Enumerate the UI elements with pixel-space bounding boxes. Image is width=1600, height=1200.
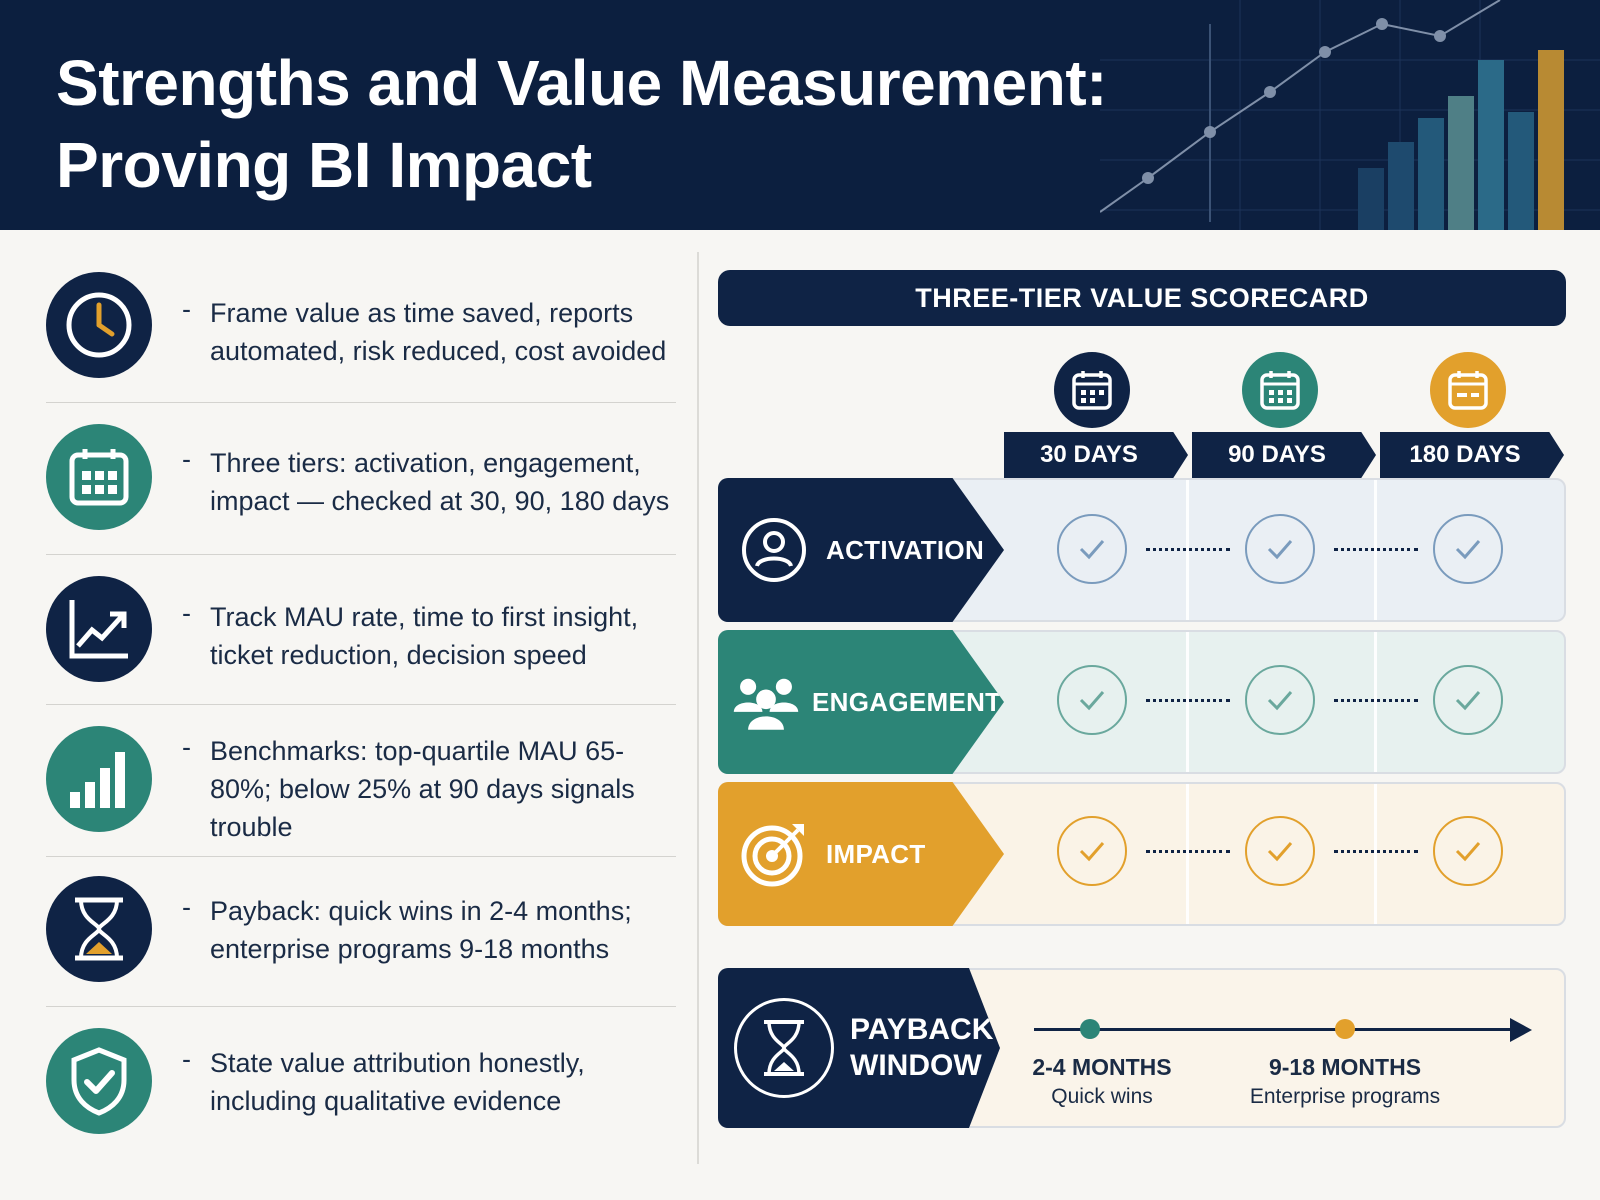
check-icon: [1433, 514, 1503, 584]
check-icon: [1057, 514, 1127, 584]
column-header-90-days: 90 DAYS: [1192, 432, 1376, 478]
row-label-text: ENGAGEMENT: [812, 686, 1002, 717]
bullet-dash: -: [182, 294, 191, 324]
divider: [46, 554, 676, 555]
clock-icon: [46, 272, 152, 378]
payback-title-line-2: WINDOW: [850, 1049, 982, 1082]
page-title-line-1: Strengths and Value Measurement:: [56, 47, 1107, 119]
check-icon: [1057, 665, 1127, 735]
trend-chart-icon: [46, 576, 152, 682]
user-icon: [740, 516, 808, 584]
divider: [46, 402, 676, 403]
dotted-connector: [1334, 850, 1418, 853]
row-label-impact: IMPACT: [718, 782, 1004, 926]
bullet-dash: -: [182, 444, 191, 474]
dotted-connector: [1334, 548, 1418, 551]
dotted-connector: [1146, 850, 1230, 853]
row-label-activation: ACTIVATION: [718, 478, 1004, 622]
shield-check-icon: [46, 1028, 152, 1134]
dotted-connector: [1146, 699, 1230, 702]
group-icon: [732, 668, 800, 736]
check-icon: [1245, 514, 1315, 584]
cell-divider: [1374, 784, 1377, 924]
check-icon: [1057, 816, 1127, 886]
calendar-icon: [1054, 352, 1130, 428]
check-icon: [1245, 816, 1315, 886]
page-title-line-2: Proving BI Impact: [56, 129, 592, 201]
calendar-grid-icon: [46, 424, 152, 530]
cell-divider: [1186, 632, 1189, 772]
scorecard-title: THREE-TIER VALUE SCORECARD: [718, 270, 1566, 326]
decorative-growth-chart: [1100, 0, 1600, 230]
divider: [46, 704, 676, 705]
bullet-text: Payback: quick wins in 2-4 months; enter…: [210, 896, 632, 964]
page-title: Strengths and Value Measurement: Proving…: [56, 42, 1107, 206]
bar-chart-icon: [46, 726, 152, 832]
bullet-dash: -: [182, 732, 191, 762]
bullet-dash: -: [182, 892, 191, 922]
dotted-connector: [1334, 699, 1418, 702]
timeline-arrow-icon: [1510, 1018, 1532, 1042]
calendar-icon: [1430, 352, 1506, 428]
column-header-180-days: 180 DAYS: [1380, 432, 1564, 478]
row-label-text: IMPACT: [826, 838, 926, 869]
row-label-text: ACTIVATION: [826, 534, 985, 565]
check-icon: [1433, 665, 1503, 735]
timeline-marker-enterprise: [1335, 1019, 1355, 1039]
bullet-text: Track MAU rate, time to first insight, t…: [210, 602, 639, 670]
milestone-caption: Enterprise programs: [1249, 1085, 1441, 1108]
bullet-text: Frame value as time saved, reports autom…: [210, 298, 667, 366]
bullet-text: Benchmarks: top-quartile MAU 65-80%; bel…: [210, 736, 635, 842]
bullet-dash: -: [182, 1044, 191, 1074]
target-icon: [740, 820, 808, 888]
check-icon: [1245, 665, 1315, 735]
bullet-dash: -: [182, 598, 191, 628]
column-header-30-days: 30 DAYS: [1004, 432, 1188, 478]
divider: [46, 856, 676, 857]
payback-title-line-1: PAYBACK: [850, 1013, 994, 1046]
bullet-text: Three tiers: activation, engagement, imp…: [210, 448, 670, 516]
milestone-range: 9-18 MONTHS: [1268, 1054, 1422, 1080]
column-divider: [697, 252, 699, 1164]
timeline-line: [1034, 1028, 1520, 1031]
milestone-enterprise: 9-18 MONTHS Enterprise programs: [1225, 1054, 1465, 1109]
payback-window-title: PAYBACK WINDOW: [850, 1012, 993, 1084]
header-banner: Strengths and Value Measurement: Proving…: [0, 0, 1600, 230]
hourglass-icon: [734, 998, 834, 1098]
dotted-connector: [1146, 548, 1230, 551]
milestone-quick-wins: 2-4 MONTHS Quick wins: [982, 1054, 1222, 1109]
divider: [46, 1006, 676, 1007]
milestone-range: 2-4 MONTHS: [1032, 1054, 1172, 1080]
timeline-marker-quick-wins: [1080, 1019, 1100, 1039]
row-label-engagement: ENGAGEMENT: [718, 630, 1004, 774]
cell-divider: [1186, 784, 1189, 924]
calendar-icon: [1242, 352, 1318, 428]
milestone-caption: Quick wins: [1051, 1085, 1153, 1108]
cell-divider: [1374, 632, 1377, 772]
payback-window-label: PAYBACK WINDOW: [718, 968, 1000, 1128]
hourglass-icon: [46, 876, 152, 982]
bullet-text: State value attribution honestly, includ…: [210, 1048, 585, 1116]
check-icon: [1433, 816, 1503, 886]
